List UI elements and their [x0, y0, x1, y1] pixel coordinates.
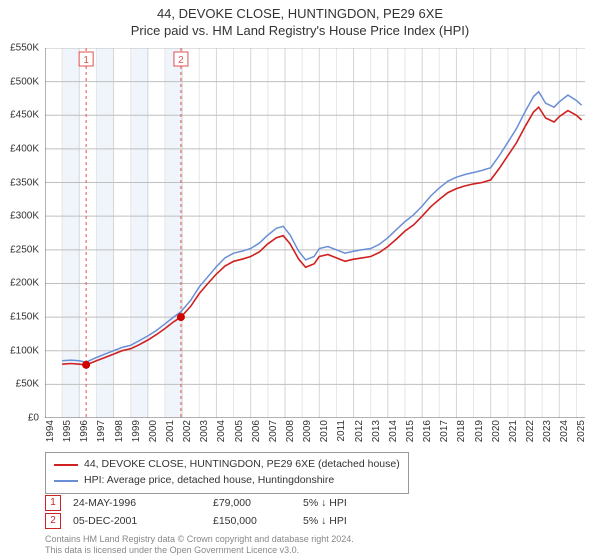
svg-text:2: 2	[178, 55, 184, 66]
y-tick-label: £350K	[10, 177, 39, 188]
x-tick-label: 2024	[559, 420, 570, 442]
y-tick-label: £450K	[10, 110, 39, 121]
y-tick-label: £0	[28, 413, 39, 424]
x-tick-label: 2007	[268, 420, 279, 442]
x-tick-label: 2009	[302, 420, 313, 442]
x-tick-label: 2010	[319, 420, 330, 442]
x-tick-label: 2015	[405, 420, 416, 442]
x-tick-label: 2014	[388, 420, 399, 442]
y-tick-label: £200K	[10, 278, 39, 289]
x-tick-label: 2011	[336, 420, 347, 442]
x-tick-label: 2018	[456, 420, 467, 442]
y-tick-label: £400K	[10, 143, 39, 154]
x-tick-label: 2005	[234, 420, 245, 442]
y-tick-label: £250K	[10, 244, 39, 255]
sale-delta: 5% ↓ HPI	[303, 515, 403, 527]
legend-item: 44, DEVOKE CLOSE, HUNTINGDON, PE29 6XE (…	[54, 457, 400, 473]
sale-marker-icon: 2	[45, 513, 61, 529]
x-tick-label: 2012	[354, 420, 365, 442]
legend-swatch	[54, 480, 78, 482]
x-tick-label: 2021	[508, 420, 519, 442]
legend-label: HPI: Average price, detached house, Hunt…	[84, 473, 334, 489]
x-tick-label: 2002	[182, 420, 193, 442]
x-tick-label: 2017	[439, 420, 450, 442]
sale-date: 24-MAY-1996	[65, 497, 213, 509]
x-tick-label: 2016	[422, 420, 433, 442]
line-chart-svg: 12	[45, 48, 585, 418]
x-tick-label: 1995	[62, 420, 73, 442]
x-tick-label: 2025	[576, 420, 587, 442]
x-tick-label: 1999	[131, 420, 142, 442]
x-tick-label: 1994	[45, 420, 56, 442]
footer-line-1: Contains HM Land Registry data © Crown c…	[45, 534, 354, 545]
chart-area: 12	[45, 48, 585, 418]
footer-attribution: Contains HM Land Registry data © Crown c…	[45, 534, 354, 557]
y-tick-label: £50K	[16, 379, 39, 390]
legend-item: HPI: Average price, detached house, Hunt…	[54, 473, 400, 489]
chart-title-block: 44, DEVOKE CLOSE, HUNTINGDON, PE29 6XE P…	[0, 0, 600, 40]
y-tick-label: £550K	[10, 43, 39, 54]
x-tick-label: 2019	[474, 420, 485, 442]
footer-line-2: This data is licensed under the Open Gov…	[45, 545, 354, 556]
x-tick-label: 2022	[525, 420, 536, 442]
title-line-2: Price paid vs. HM Land Registry's House …	[0, 23, 600, 40]
x-tick-label: 2000	[148, 420, 159, 442]
y-tick-label: £100K	[10, 345, 39, 356]
x-tick-label: 1996	[79, 420, 90, 442]
sale-delta: 5% ↓ HPI	[303, 497, 403, 509]
y-tick-label: £500K	[10, 76, 39, 87]
sale-row: 1 24-MAY-1996£79,0005% ↓ HPI	[45, 494, 403, 512]
sale-date: 05-DEC-2001	[65, 515, 213, 527]
x-tick-label: 2004	[216, 420, 227, 442]
x-tick-label: 2006	[251, 420, 262, 442]
x-tick-label: 2003	[199, 420, 210, 442]
legend-label: 44, DEVOKE CLOSE, HUNTINGDON, PE29 6XE (…	[84, 457, 400, 473]
legend: 44, DEVOKE CLOSE, HUNTINGDON, PE29 6XE (…	[45, 452, 409, 494]
svg-text:1: 1	[83, 55, 89, 66]
x-tick-label: 2013	[371, 420, 382, 442]
x-tick-label: 2008	[285, 420, 296, 442]
sale-marker-icon: 1	[45, 495, 61, 511]
x-tick-label: 2020	[491, 420, 502, 442]
x-tick-label: 2023	[542, 420, 553, 442]
sales-table: 1 24-MAY-1996£79,0005% ↓ HPI 2 05-DEC-2001£…	[45, 494, 403, 530]
y-axis: £0£50K£100K£150K£200K£250K£300K£350K£400…	[0, 48, 42, 418]
x-axis: 1994 1995 1996 1997 1998 1999 2000 2001 2002 2003…	[45, 418, 585, 450]
x-tick-label: 2001	[165, 420, 176, 442]
sale-row: 2 05-DEC-2001£150,0005% ↓ HPI	[45, 512, 403, 530]
y-tick-label: £300K	[10, 211, 39, 222]
sale-price: £150,000	[213, 515, 303, 527]
legend-swatch	[54, 464, 78, 466]
x-tick-label: 1998	[114, 420, 125, 442]
x-tick-label: 1997	[96, 420, 107, 442]
title-line-1: 44, DEVOKE CLOSE, HUNTINGDON, PE29 6XE	[0, 6, 600, 23]
y-tick-label: £150K	[10, 312, 39, 323]
sale-price: £79,000	[213, 497, 303, 509]
